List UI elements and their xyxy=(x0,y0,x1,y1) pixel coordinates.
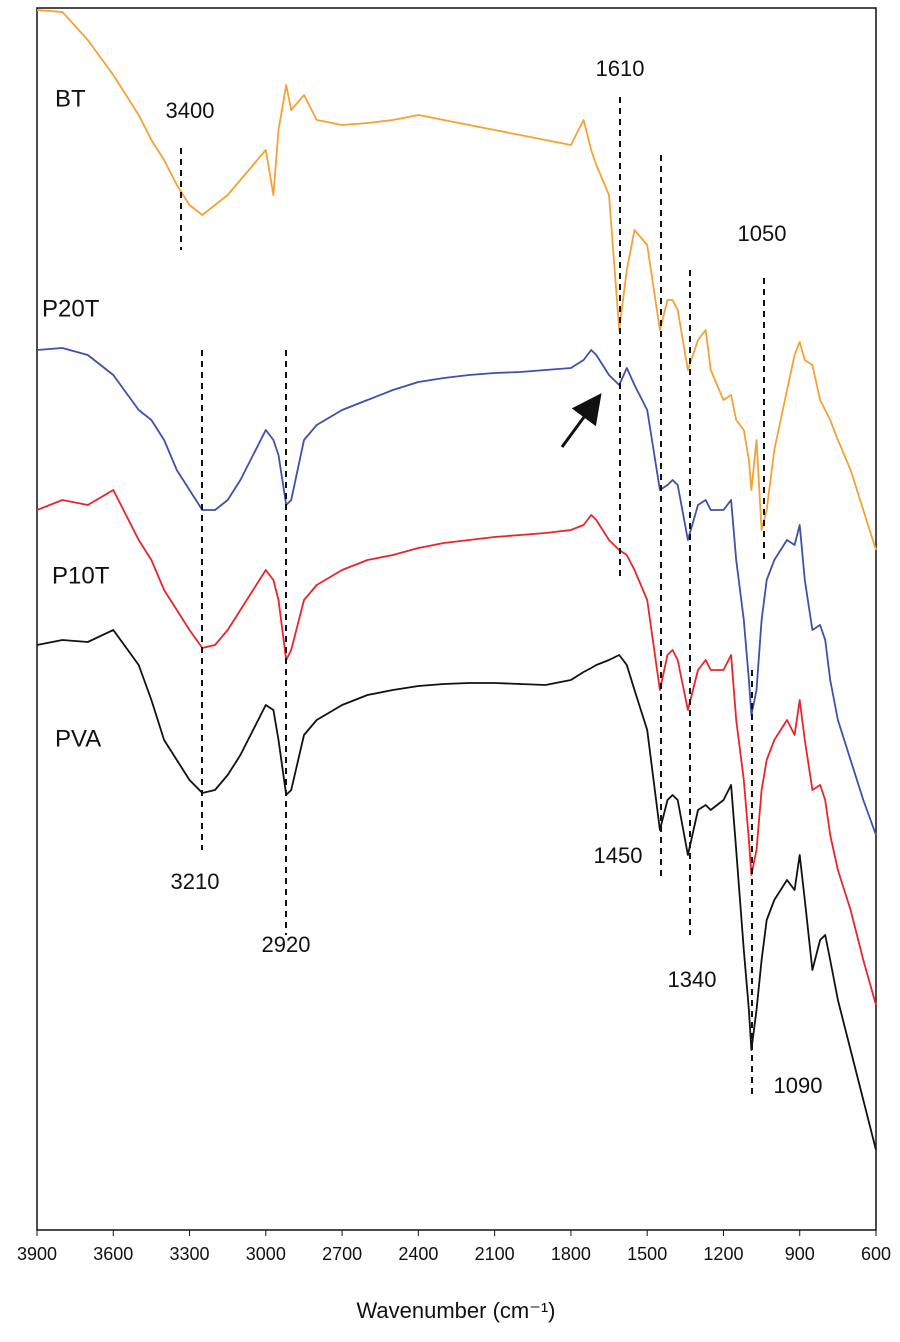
x-tick-label: 3300 xyxy=(170,1244,210,1264)
annotation-label: 1340 xyxy=(668,967,717,992)
annotation-label: 1610 xyxy=(596,56,645,81)
x-tick-label: 900 xyxy=(785,1244,815,1264)
x-tick-label: 1800 xyxy=(551,1244,591,1264)
series-line xyxy=(36,9,877,551)
x-tick-label: 2400 xyxy=(398,1244,438,1264)
series-label: P10T xyxy=(52,562,110,589)
x-tick-label: 2700 xyxy=(322,1244,362,1264)
x-tick-label: 3600 xyxy=(93,1244,133,1264)
annotation-label: 3210 xyxy=(171,869,220,894)
x-tick-label: 2100 xyxy=(475,1244,515,1264)
x-axis-title: Wavenumber (cm⁻¹) xyxy=(356,1298,555,1323)
x-tick-label: 1500 xyxy=(627,1244,667,1264)
x-tick-label: 3000 xyxy=(246,1244,286,1264)
annotation-label: 2920 xyxy=(262,932,311,957)
arrow xyxy=(560,393,602,448)
plot-frame xyxy=(36,7,877,1231)
x-tick-label: 3900 xyxy=(17,1244,57,1264)
series-label: P20T xyxy=(42,295,100,322)
series-line xyxy=(36,629,877,1151)
annotation-label: 1090 xyxy=(774,1073,823,1098)
annotation-label: 3400 xyxy=(166,98,215,123)
x-tick-label: 1200 xyxy=(703,1244,743,1264)
series-line xyxy=(36,347,877,836)
annotation-label: 1050 xyxy=(738,221,787,246)
series-label: PVA xyxy=(55,725,101,752)
x-tick-label: 600 xyxy=(861,1244,891,1264)
series-line xyxy=(36,489,877,1006)
series-label: BT xyxy=(55,85,86,112)
annotation-label: 1450 xyxy=(594,843,643,868)
